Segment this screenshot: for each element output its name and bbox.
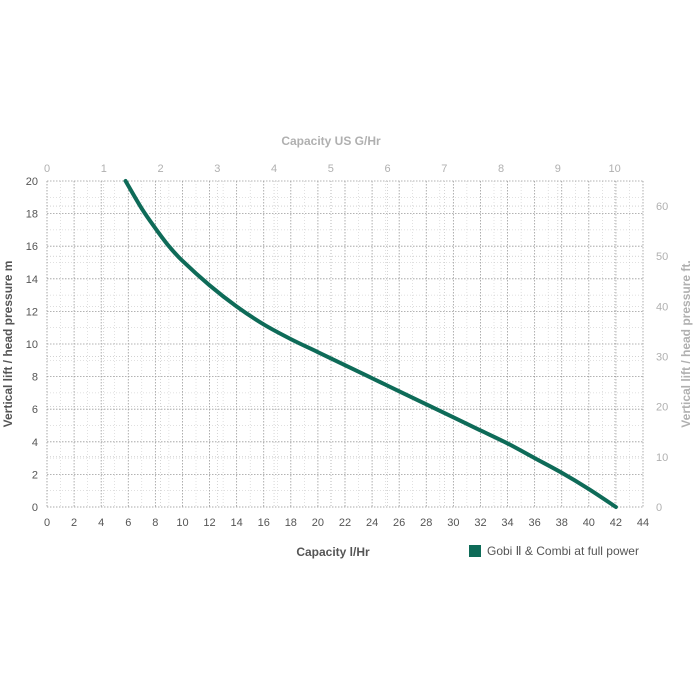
grid (46, 180, 644, 508)
top-axis-title: Capacity US G/Hr (281, 134, 381, 148)
x-tick-label: 8 (152, 517, 158, 529)
y-tick-label: 2 (32, 469, 38, 481)
x-tick-label: 6 (125, 517, 131, 529)
y2-tick-label: 0 (656, 502, 662, 514)
y-tick-label: 16 (26, 241, 38, 253)
y2-tick-label: 40 (656, 301, 668, 313)
x-tick-label: 10 (176, 517, 188, 529)
left-axis-title: Vertical lift / head pressure m (1, 261, 15, 428)
x-tick-label: 40 (583, 517, 595, 529)
x-tick-label: 2 (71, 517, 77, 529)
series-line-gobi-combi (123, 179, 618, 509)
x-tick-label: 32 (474, 517, 486, 529)
x2-tick-label: 7 (441, 163, 447, 175)
x-tick-label: 4 (98, 517, 104, 529)
x-tick-label: 20 (312, 517, 324, 529)
y-tick-label: 4 (32, 437, 38, 449)
y2-tick-label: 50 (656, 251, 668, 263)
x-tick-label: 44 (637, 517, 649, 529)
x2-tick-label: 1 (101, 163, 107, 175)
x2-tick-label: 3 (214, 163, 220, 175)
x-tick-label: 26 (393, 517, 405, 529)
y2-tick-label: 30 (656, 352, 668, 364)
x2-tick-label: 10 (608, 163, 620, 175)
x-tick-label: 18 (285, 517, 297, 529)
y2-tick-label: 60 (656, 201, 668, 213)
x-tick-label: 24 (366, 517, 378, 529)
x-tick-label: 12 (203, 517, 215, 529)
bottom-axis-title: Capacity l/Hr (296, 545, 370, 559)
x-tick-label: 38 (556, 517, 568, 529)
y-tick-label: 18 (26, 209, 38, 221)
y-tick-label: 10 (26, 339, 38, 351)
x-tick-label: 16 (258, 517, 270, 529)
y2-tick-label: 20 (656, 402, 668, 414)
legend: Gobi Ⅱ & Combi at full power (469, 544, 639, 558)
x2-tick-label: 2 (157, 163, 163, 175)
y-tick-label: 14 (26, 274, 38, 286)
x-tick-label: 28 (420, 517, 432, 529)
x-tick-label: 0 (44, 517, 50, 529)
x-tick-label: 14 (231, 517, 243, 529)
x-tick-label: 42 (610, 517, 622, 529)
x2-tick-label: 5 (328, 163, 334, 175)
y-tick-label: 12 (26, 306, 38, 318)
y-tick-label: 0 (32, 502, 38, 514)
y-tick-label: 8 (32, 372, 38, 384)
x2-tick-label: 0 (44, 163, 50, 175)
x-tick-label: 34 (501, 517, 513, 529)
x2-tick-label: 4 (271, 163, 277, 175)
y-tick-label: 20 (26, 176, 38, 188)
x2-tick-label: 9 (555, 163, 561, 175)
x-tick-label: 36 (529, 517, 541, 529)
x2-tick-label: 6 (385, 163, 391, 175)
axis-ticks: 0 2 4 6 8 10 12 14 16 18 20 22 24 26 28 30 32 34 36 38 40 42 4… (26, 163, 669, 529)
x-tick-label: 30 (447, 517, 459, 529)
y2-tick-label: 10 (656, 452, 668, 464)
y-tick-label: 6 (32, 404, 38, 416)
x-tick-label: 22 (339, 517, 351, 529)
legend-label: Gobi Ⅱ & Combi at full power (487, 544, 639, 558)
right-axis-title: Vertical lift / head pressure ft. (679, 260, 693, 427)
x2-tick-label: 8 (498, 163, 504, 175)
legend-swatch (469, 545, 481, 557)
series-layer (123, 179, 618, 509)
